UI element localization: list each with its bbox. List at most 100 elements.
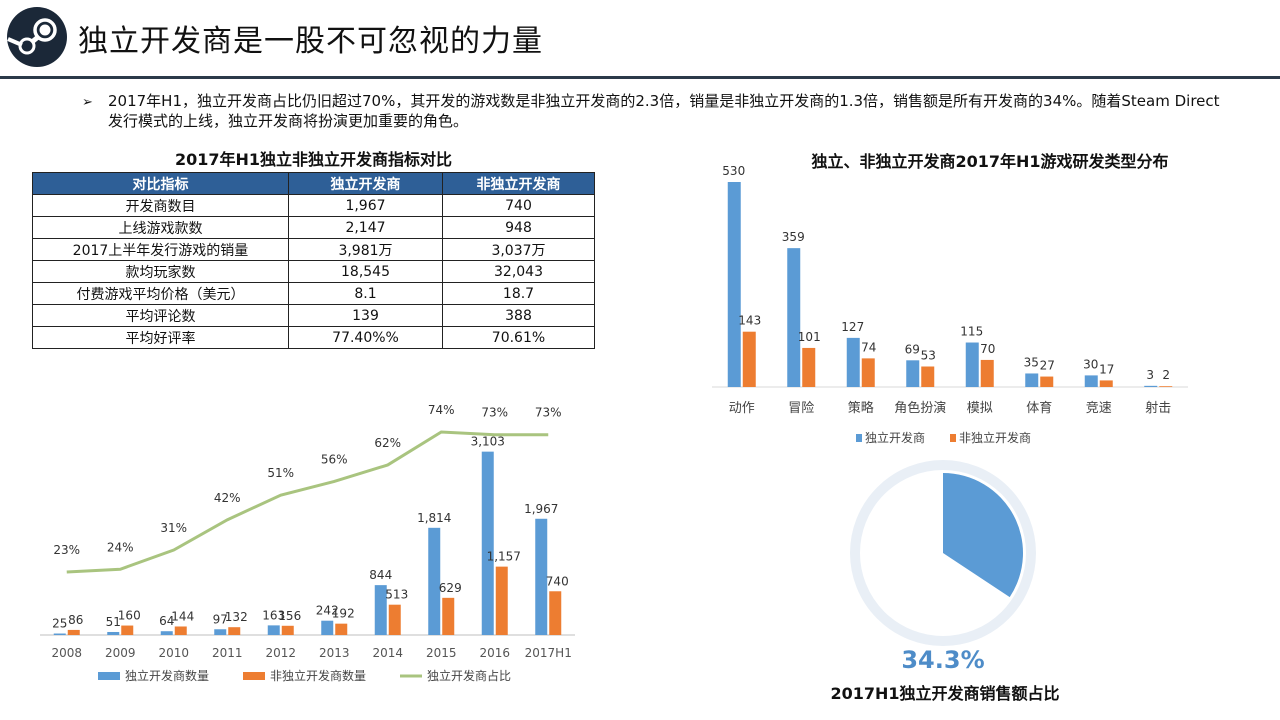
legend-swatch bbox=[950, 434, 956, 442]
table-cell: 139 bbox=[288, 304, 443, 327]
table-cell: 款均玩家数 bbox=[32, 260, 289, 283]
x-tick-label: 2009 bbox=[105, 646, 136, 660]
table-cell: 2,147 bbox=[288, 216, 443, 239]
data-label: 513 bbox=[385, 588, 408, 602]
table-cell: 付费游戏平均价格（美元） bbox=[32, 282, 289, 305]
line-data-label: 56% bbox=[321, 452, 348, 466]
data-label: 629 bbox=[439, 581, 462, 595]
data-label: 53 bbox=[921, 349, 936, 363]
table-cell: 2017上半年发行游戏的销量 bbox=[32, 238, 289, 261]
bar-non-independent bbox=[281, 625, 294, 635]
series-line-share bbox=[66, 430, 549, 574]
data-label: 69 bbox=[905, 342, 920, 356]
x-tick-label: 2015 bbox=[426, 646, 457, 660]
table-row: 平均评论数 139 388 bbox=[32, 304, 595, 327]
header-divider bbox=[0, 76, 1280, 79]
bar-non-independent bbox=[442, 597, 455, 635]
x-tick-label: 2008 bbox=[51, 646, 82, 660]
data-label: 101 bbox=[798, 330, 821, 344]
genre-distribution-chart: 530 143 动作 359 101 冒险 127 74 策略 69 53 角色扮演 115 70 模拟 35… bbox=[712, 164, 1188, 445]
data-label: 2 bbox=[1162, 368, 1170, 382]
bar-independent bbox=[160, 631, 173, 635]
line-data-label: 31% bbox=[160, 521, 187, 535]
bar-non-independent bbox=[335, 623, 348, 635]
table-cell: 70.61% bbox=[442, 326, 595, 349]
line-data-label: 42% bbox=[214, 491, 241, 505]
bar-non-independent bbox=[174, 626, 187, 635]
bar-non-independent bbox=[228, 627, 241, 635]
line-data-label: 24% bbox=[107, 540, 134, 554]
table-cell: 平均好评率 bbox=[32, 326, 289, 349]
bar-non-independent bbox=[1040, 376, 1054, 387]
table-header-cell: 对比指标 bbox=[32, 172, 289, 195]
data-label: 51 bbox=[106, 615, 121, 629]
data-label: 530 bbox=[722, 164, 745, 178]
legend-label: 独立开发商占比 bbox=[427, 668, 511, 683]
data-label: 740 bbox=[546, 574, 569, 588]
bar-independent bbox=[428, 527, 441, 635]
table-cell: 740 bbox=[442, 194, 595, 217]
data-label: 17 bbox=[1099, 362, 1114, 376]
data-label: 35 bbox=[1024, 355, 1039, 369]
data-label: 86 bbox=[68, 613, 83, 627]
bar-independent bbox=[374, 585, 387, 635]
bullet-arrow-icon: ➢ bbox=[82, 95, 93, 110]
table-cell: 开发商数目 bbox=[32, 194, 289, 217]
steam-logo-icon bbox=[6, 6, 68, 68]
x-tick-label: 策略 bbox=[848, 400, 874, 416]
data-label: 844 bbox=[369, 568, 392, 582]
data-label: 143 bbox=[738, 314, 761, 328]
bar-non-independent bbox=[549, 591, 562, 635]
table-cell: 77.40%% bbox=[288, 326, 443, 349]
table-row: 平均好评率 77.40%% 70.61% bbox=[32, 326, 595, 349]
bar-independent bbox=[1144, 385, 1158, 387]
data-label: 1,814 bbox=[417, 511, 451, 525]
x-tick-label: 2017H1 bbox=[525, 646, 572, 660]
table-cell: 18.7 bbox=[442, 282, 595, 305]
bar-independent bbox=[1025, 373, 1039, 387]
table-header-cell: 非独立开发商 bbox=[442, 172, 595, 195]
pie-outer-ring bbox=[850, 460, 1036, 646]
legend-label: 独立开发商 bbox=[865, 430, 925, 445]
pie-slice-independent bbox=[943, 473, 1023, 598]
table-cell: 388 bbox=[442, 304, 595, 327]
x-tick-label: 模拟 bbox=[967, 401, 993, 416]
x-tick-label: 角色扮演 bbox=[894, 400, 946, 416]
bar-independent bbox=[267, 625, 280, 635]
table-row: 上线游戏款数 2,147 948 bbox=[32, 216, 595, 239]
table-cell: 8.1 bbox=[288, 282, 443, 305]
bar-non-independent bbox=[1099, 380, 1113, 387]
x-tick-label: 竞速 bbox=[1086, 400, 1112, 416]
x-tick-label: 2012 bbox=[265, 646, 296, 660]
x-tick-label: 体育 bbox=[1026, 400, 1052, 416]
bar-independent bbox=[535, 518, 548, 635]
data-label: 25 bbox=[52, 617, 67, 631]
data-label: 74 bbox=[861, 340, 876, 354]
table-header-row: 对比指标 独立开发商 非独立开发商 bbox=[32, 172, 595, 195]
line-data-label: 23% bbox=[53, 543, 80, 557]
data-label: 144 bbox=[171, 609, 194, 623]
bar-independent bbox=[846, 337, 860, 387]
pie-chart-title: 2017H1独立开发商销售额占比 bbox=[830, 684, 1060, 703]
bar-non-independent bbox=[742, 331, 756, 387]
data-label: 97 bbox=[213, 612, 228, 626]
x-tick-label: 射击 bbox=[1145, 400, 1171, 416]
line-data-label: 62% bbox=[374, 436, 401, 450]
legend-swatch bbox=[98, 672, 120, 680]
intro-text: 2017年H1，独立开发商占比仍旧超过70%，其开发的游戏数是非独立开发商的2.… bbox=[108, 92, 1220, 130]
bar-independent bbox=[1084, 375, 1098, 387]
data-label: 242 bbox=[316, 604, 339, 618]
bar-independent bbox=[107, 631, 120, 635]
data-label: 192 bbox=[332, 607, 355, 621]
line-data-label: 73% bbox=[535, 406, 562, 420]
pie-value-label: 34.3% bbox=[901, 646, 984, 674]
data-label: 64 bbox=[159, 614, 174, 628]
data-label: 115 bbox=[960, 325, 983, 339]
bar-independent bbox=[214, 629, 227, 635]
bar-independent bbox=[481, 451, 494, 635]
bar-independent bbox=[321, 620, 334, 635]
data-label: 160 bbox=[118, 609, 141, 623]
x-tick-label: 2016 bbox=[479, 646, 510, 660]
table-cell: 上线游戏款数 bbox=[32, 216, 289, 239]
